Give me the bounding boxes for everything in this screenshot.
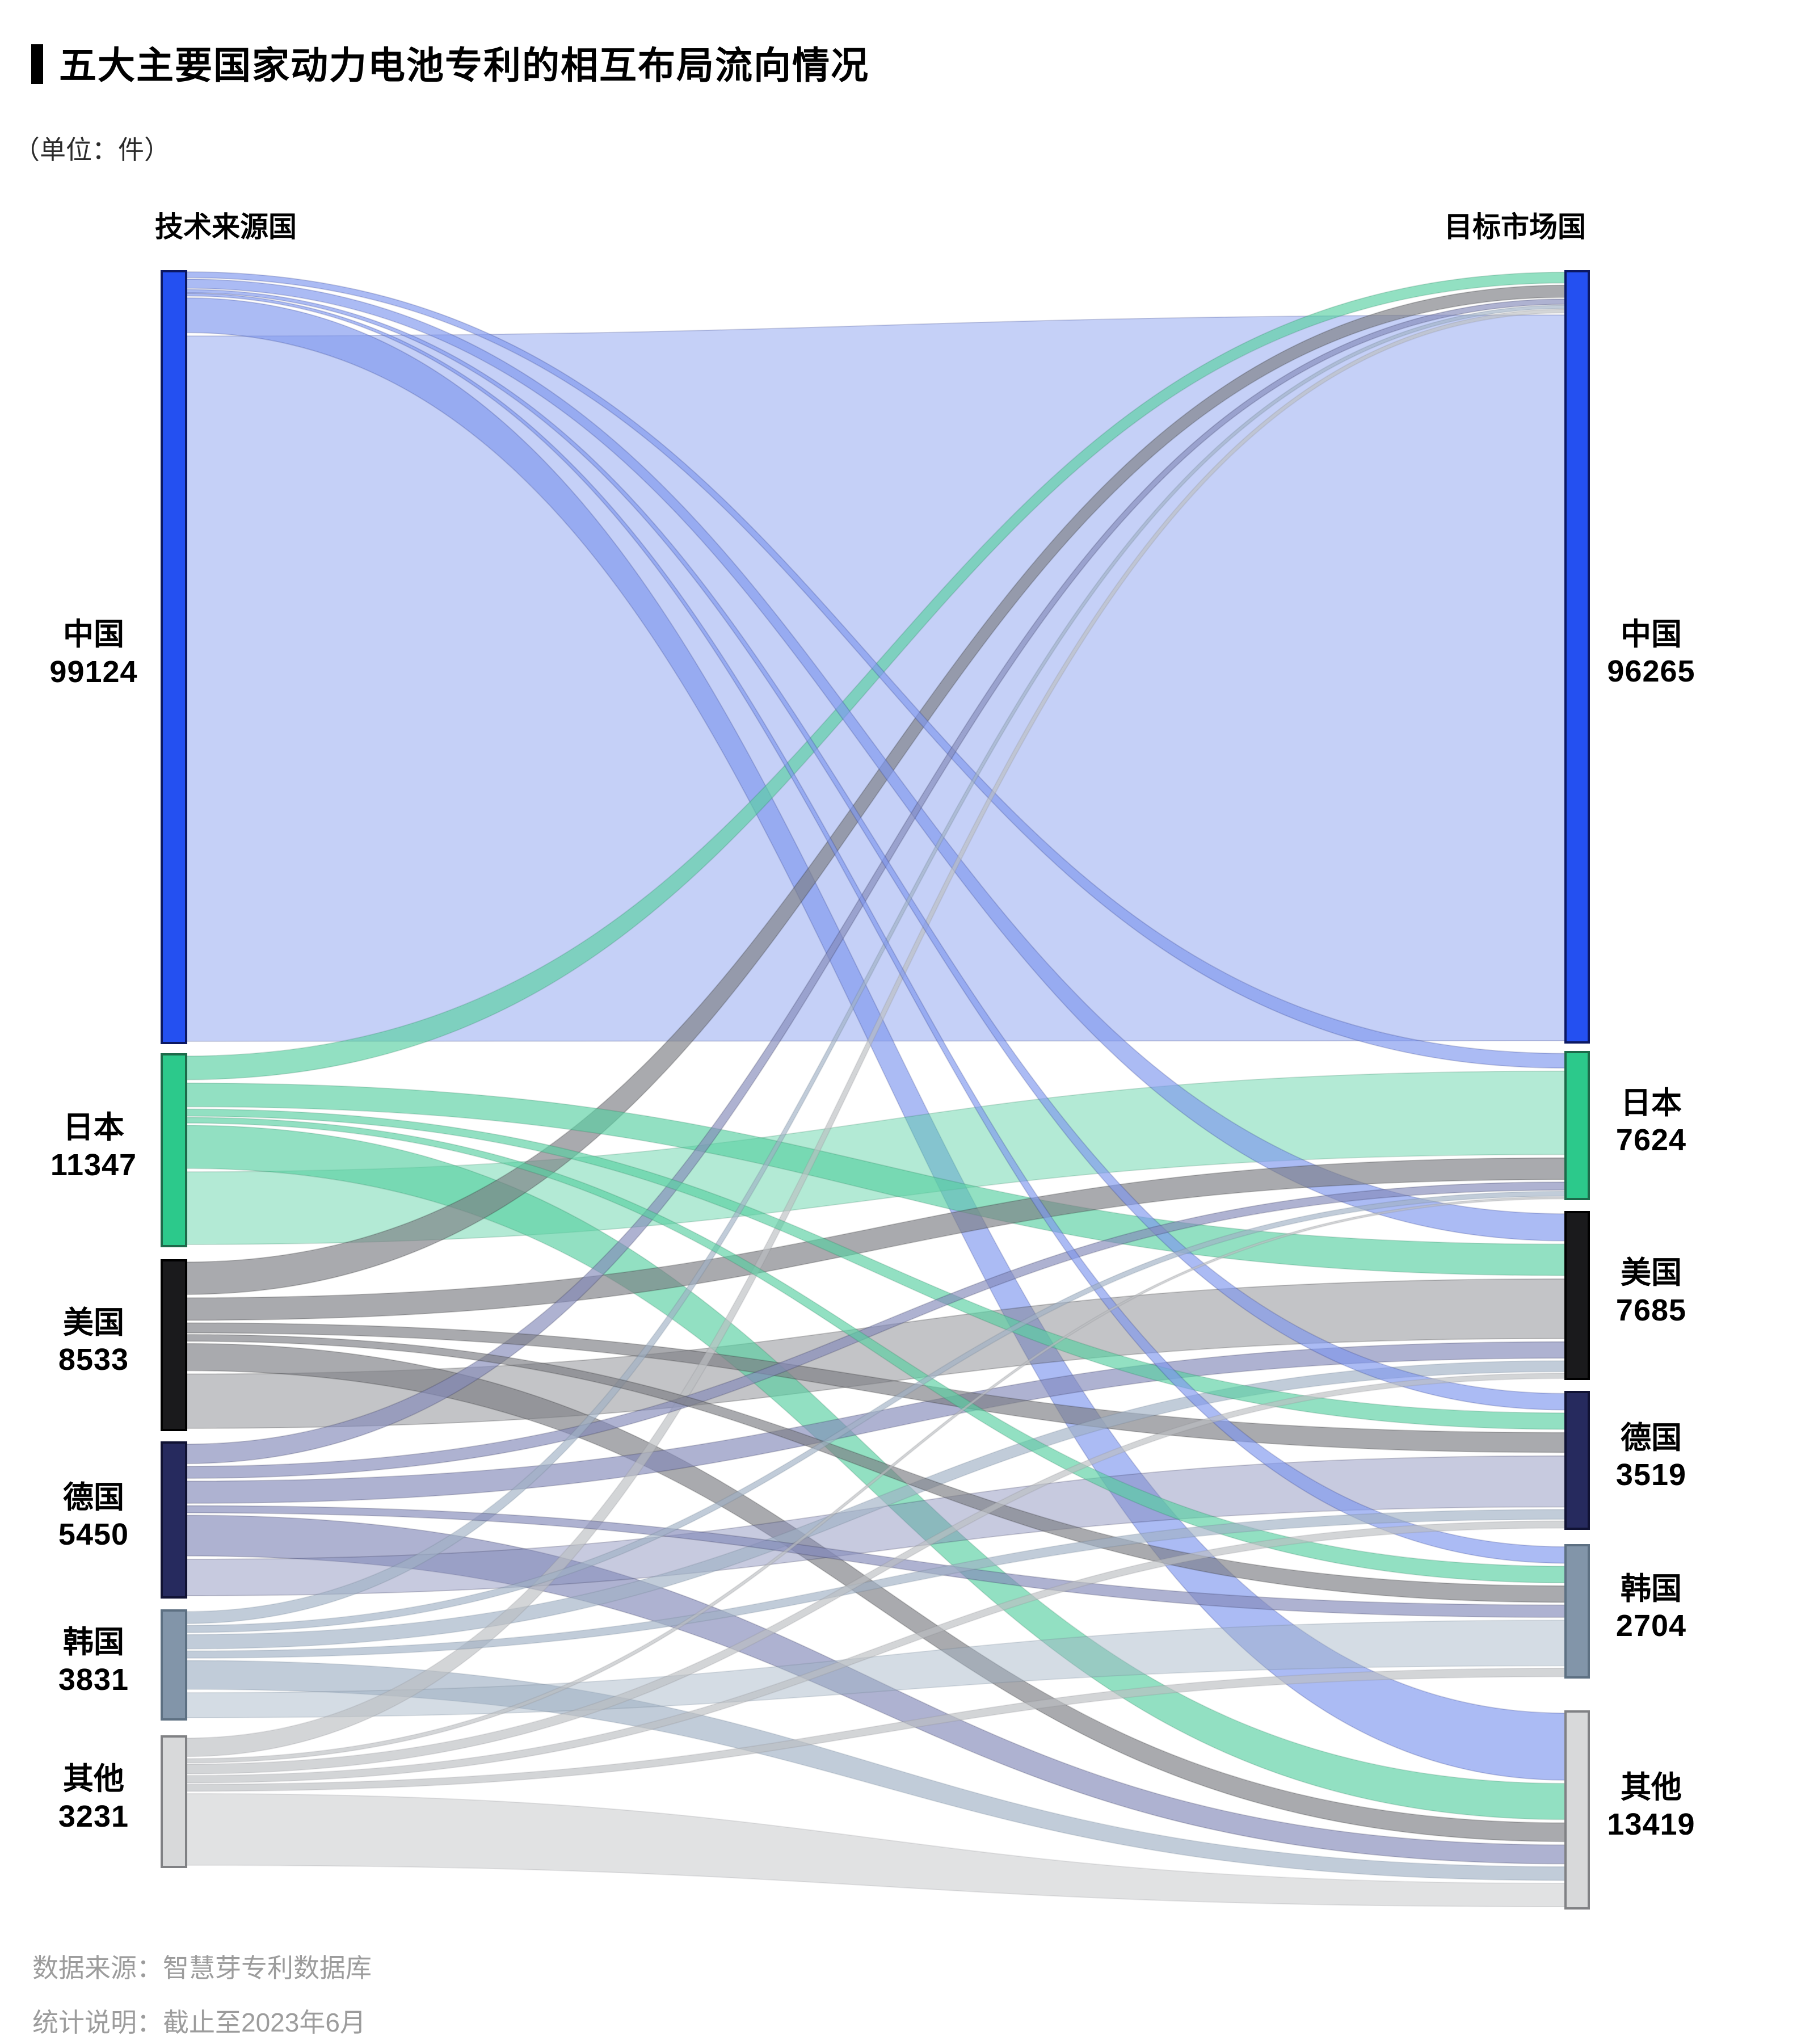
node-name: 中国: [1621, 617, 1682, 651]
node-value: 7624: [1615, 1123, 1687, 1158]
node-value: 99124: [49, 654, 138, 689]
source-node-JP: [161, 1053, 187, 1247]
target-node-label-US: 美国 7685: [1600, 1255, 1702, 1330]
node-name: 韩国: [1621, 1571, 1682, 1606]
target-node-label-JP: 日本 7624: [1600, 1085, 1702, 1160]
footer-data-source: 数据来源：智慧芽专利数据库: [32, 1953, 372, 1983]
target-node-label-DE: 德国 3519: [1600, 1420, 1702, 1495]
target-node-JP: [1564, 1051, 1590, 1200]
source-node-US: [161, 1259, 187, 1431]
unit-note: （单位：件）: [14, 135, 170, 165]
node-value: 13419: [1607, 1807, 1695, 1842]
node-name: 德国: [63, 1480, 124, 1515]
target-node-US: [1564, 1211, 1590, 1380]
source-node-OT: [161, 1735, 187, 1868]
target-node-CN: [1564, 270, 1590, 1044]
page-title: 五大主要国家动力电池专利的相互布局流向情况: [59, 44, 869, 86]
target-node-label-KR: 韩国 2704: [1600, 1571, 1702, 1646]
node-name: 美国: [1621, 1256, 1682, 1290]
source-node-label-US: 美国 8533: [26, 1305, 162, 1380]
node-value: 5450: [58, 1517, 129, 1552]
source-node-label-CN: 中国 99124: [26, 616, 162, 691]
node-name: 美国: [63, 1305, 124, 1340]
node-name: 其他: [63, 1762, 124, 1796]
node-name: 其他: [1621, 1770, 1682, 1805]
target-node-DE: [1564, 1391, 1590, 1530]
node-value: 7685: [1615, 1293, 1687, 1327]
node-value: 11347: [50, 1147, 137, 1182]
target-node-OT: [1564, 1710, 1590, 1910]
source-column-header: 技术来源国: [155, 211, 297, 243]
node-value: 96265: [1607, 654, 1695, 689]
node-name: 德国: [1621, 1420, 1682, 1455]
node-name: 中国: [63, 617, 124, 651]
node-value: 3519: [1615, 1458, 1687, 1492]
source-node-DE: [161, 1441, 187, 1599]
source-node-label-DE: 德国 5450: [26, 1479, 162, 1554]
title-accent-bar: [31, 44, 43, 84]
node-name: 韩国: [63, 1625, 124, 1659]
node-value: 8533: [58, 1343, 129, 1377]
target-node-label-OT: 其他 13419: [1600, 1769, 1702, 1844]
source-node-label-OT: 其他 3231: [26, 1761, 162, 1836]
footer-stats-note: 统计说明：截止至2023年6月: [32, 2008, 366, 2037]
node-value: 2704: [1615, 1609, 1687, 1643]
source-node-label-JP: 日本 11347: [26, 1109, 162, 1184]
target-column-header: 目标市场国: [1444, 211, 1586, 243]
target-node-KR: [1564, 1544, 1590, 1679]
source-node-CN: [161, 270, 187, 1044]
source-node-KR: [161, 1609, 187, 1721]
node-name: 日本: [63, 1111, 124, 1145]
node-name: 日本: [1621, 1086, 1682, 1120]
source-node-label-KR: 韩国 3831: [26, 1624, 162, 1699]
node-value: 3231: [58, 1799, 129, 1833]
target-node-label-CN: 中国 96265: [1600, 616, 1702, 691]
node-value: 3831: [58, 1662, 129, 1697]
